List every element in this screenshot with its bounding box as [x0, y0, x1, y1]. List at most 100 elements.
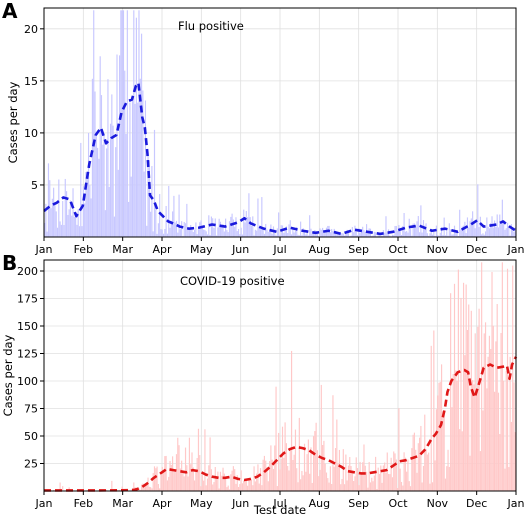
daily-bar	[239, 484, 240, 491]
daily-bar	[411, 448, 412, 491]
daily-bar	[319, 470, 320, 491]
daily-bar	[283, 233, 284, 237]
daily-bar	[413, 435, 414, 491]
daily-bar	[503, 223, 504, 237]
daily-bar	[485, 231, 486, 237]
daily-bar	[204, 429, 205, 491]
daily-bar	[419, 438, 420, 491]
daily-bar	[497, 214, 498, 237]
daily-bar	[344, 484, 345, 491]
daily-bar	[181, 461, 182, 491]
daily-bar	[211, 469, 212, 491]
daily-bar	[103, 133, 104, 237]
daily-bar	[410, 486, 411, 491]
daily-bar	[189, 230, 190, 237]
daily-bar	[418, 443, 419, 491]
daily-bar	[285, 422, 286, 491]
daily-bar	[186, 465, 187, 491]
daily-bar	[230, 217, 231, 237]
daily-bar	[119, 55, 120, 237]
daily-bar	[303, 475, 304, 491]
daily-bar	[314, 431, 315, 491]
daily-bar	[512, 266, 513, 491]
daily-bar	[255, 481, 256, 491]
daily-bar	[341, 233, 342, 237]
daily-bar	[222, 468, 223, 491]
daily-bar	[418, 216, 419, 237]
daily-bar	[319, 228, 320, 237]
daily-bar	[268, 232, 269, 237]
daily-bar	[409, 481, 410, 491]
daily-bar	[446, 231, 447, 237]
y-tick-label: 10	[24, 127, 38, 140]
y-tick-label: 200	[17, 265, 38, 278]
x-tick-label: Mar	[112, 497, 133, 510]
daily-bar	[301, 471, 302, 491]
daily-bar	[198, 429, 199, 491]
daily-bar	[326, 473, 327, 491]
daily-bar	[158, 484, 159, 491]
daily-bar	[476, 389, 477, 491]
daily-bar	[219, 219, 220, 237]
daily-bar	[498, 227, 499, 237]
daily-bar	[433, 331, 434, 491]
daily-bar	[322, 228, 323, 237]
daily-bar	[118, 170, 119, 237]
daily-bar	[190, 225, 191, 237]
daily-bar	[259, 484, 260, 491]
daily-bar	[304, 444, 305, 491]
daily-bar	[321, 230, 322, 237]
daily-bar	[241, 470, 242, 491]
daily-bar	[173, 196, 174, 237]
y-tick-label: 25	[24, 458, 38, 471]
daily-bar	[128, 202, 129, 237]
daily-bar	[230, 474, 231, 491]
daily-bar	[507, 223, 508, 237]
x-tick-label: May	[190, 497, 213, 510]
daily-bar	[423, 466, 424, 491]
x-tick-label: Jun	[231, 243, 249, 256]
x-tick-label: Jul	[272, 243, 286, 256]
daily-bar	[243, 210, 244, 237]
daily-bar	[477, 327, 478, 491]
daily-bar	[488, 227, 489, 237]
daily-bar	[449, 467, 450, 491]
series-annotation: Flu positive	[178, 19, 244, 33]
daily-bar	[253, 466, 254, 491]
daily-bar	[438, 383, 439, 491]
daily-bar	[445, 479, 446, 491]
daily-bar	[260, 468, 261, 491]
x-tick-label: Dec	[466, 497, 487, 510]
daily-bar	[153, 473, 154, 491]
daily-bar	[248, 193, 249, 237]
daily-bar	[93, 10, 94, 237]
daily-bar	[203, 481, 204, 491]
daily-bar	[406, 231, 407, 237]
daily-bar	[278, 433, 279, 491]
daily-bar	[213, 482, 214, 491]
daily-bar	[151, 166, 152, 237]
daily-bar	[160, 229, 161, 237]
daily-bar	[292, 460, 293, 491]
daily-bar	[47, 232, 48, 237]
daily-bar	[296, 468, 297, 491]
daily-bar	[472, 380, 473, 491]
daily-bar	[328, 483, 329, 491]
daily-bar	[153, 231, 154, 237]
daily-bar	[407, 233, 408, 237]
daily-bar	[207, 479, 208, 491]
daily-bar	[167, 234, 168, 237]
daily-bar	[402, 486, 403, 491]
daily-bar	[484, 333, 485, 491]
daily-bar	[101, 95, 102, 237]
daily-bar	[213, 228, 214, 237]
daily-bar	[425, 449, 426, 491]
daily-bar	[450, 229, 451, 237]
daily-bar	[323, 441, 324, 491]
daily-bar	[358, 485, 359, 491]
daily-bar	[78, 209, 79, 237]
daily-bar	[150, 212, 151, 237]
daily-bar	[54, 205, 55, 237]
daily-bar	[397, 231, 398, 237]
daily-bar	[471, 311, 472, 491]
